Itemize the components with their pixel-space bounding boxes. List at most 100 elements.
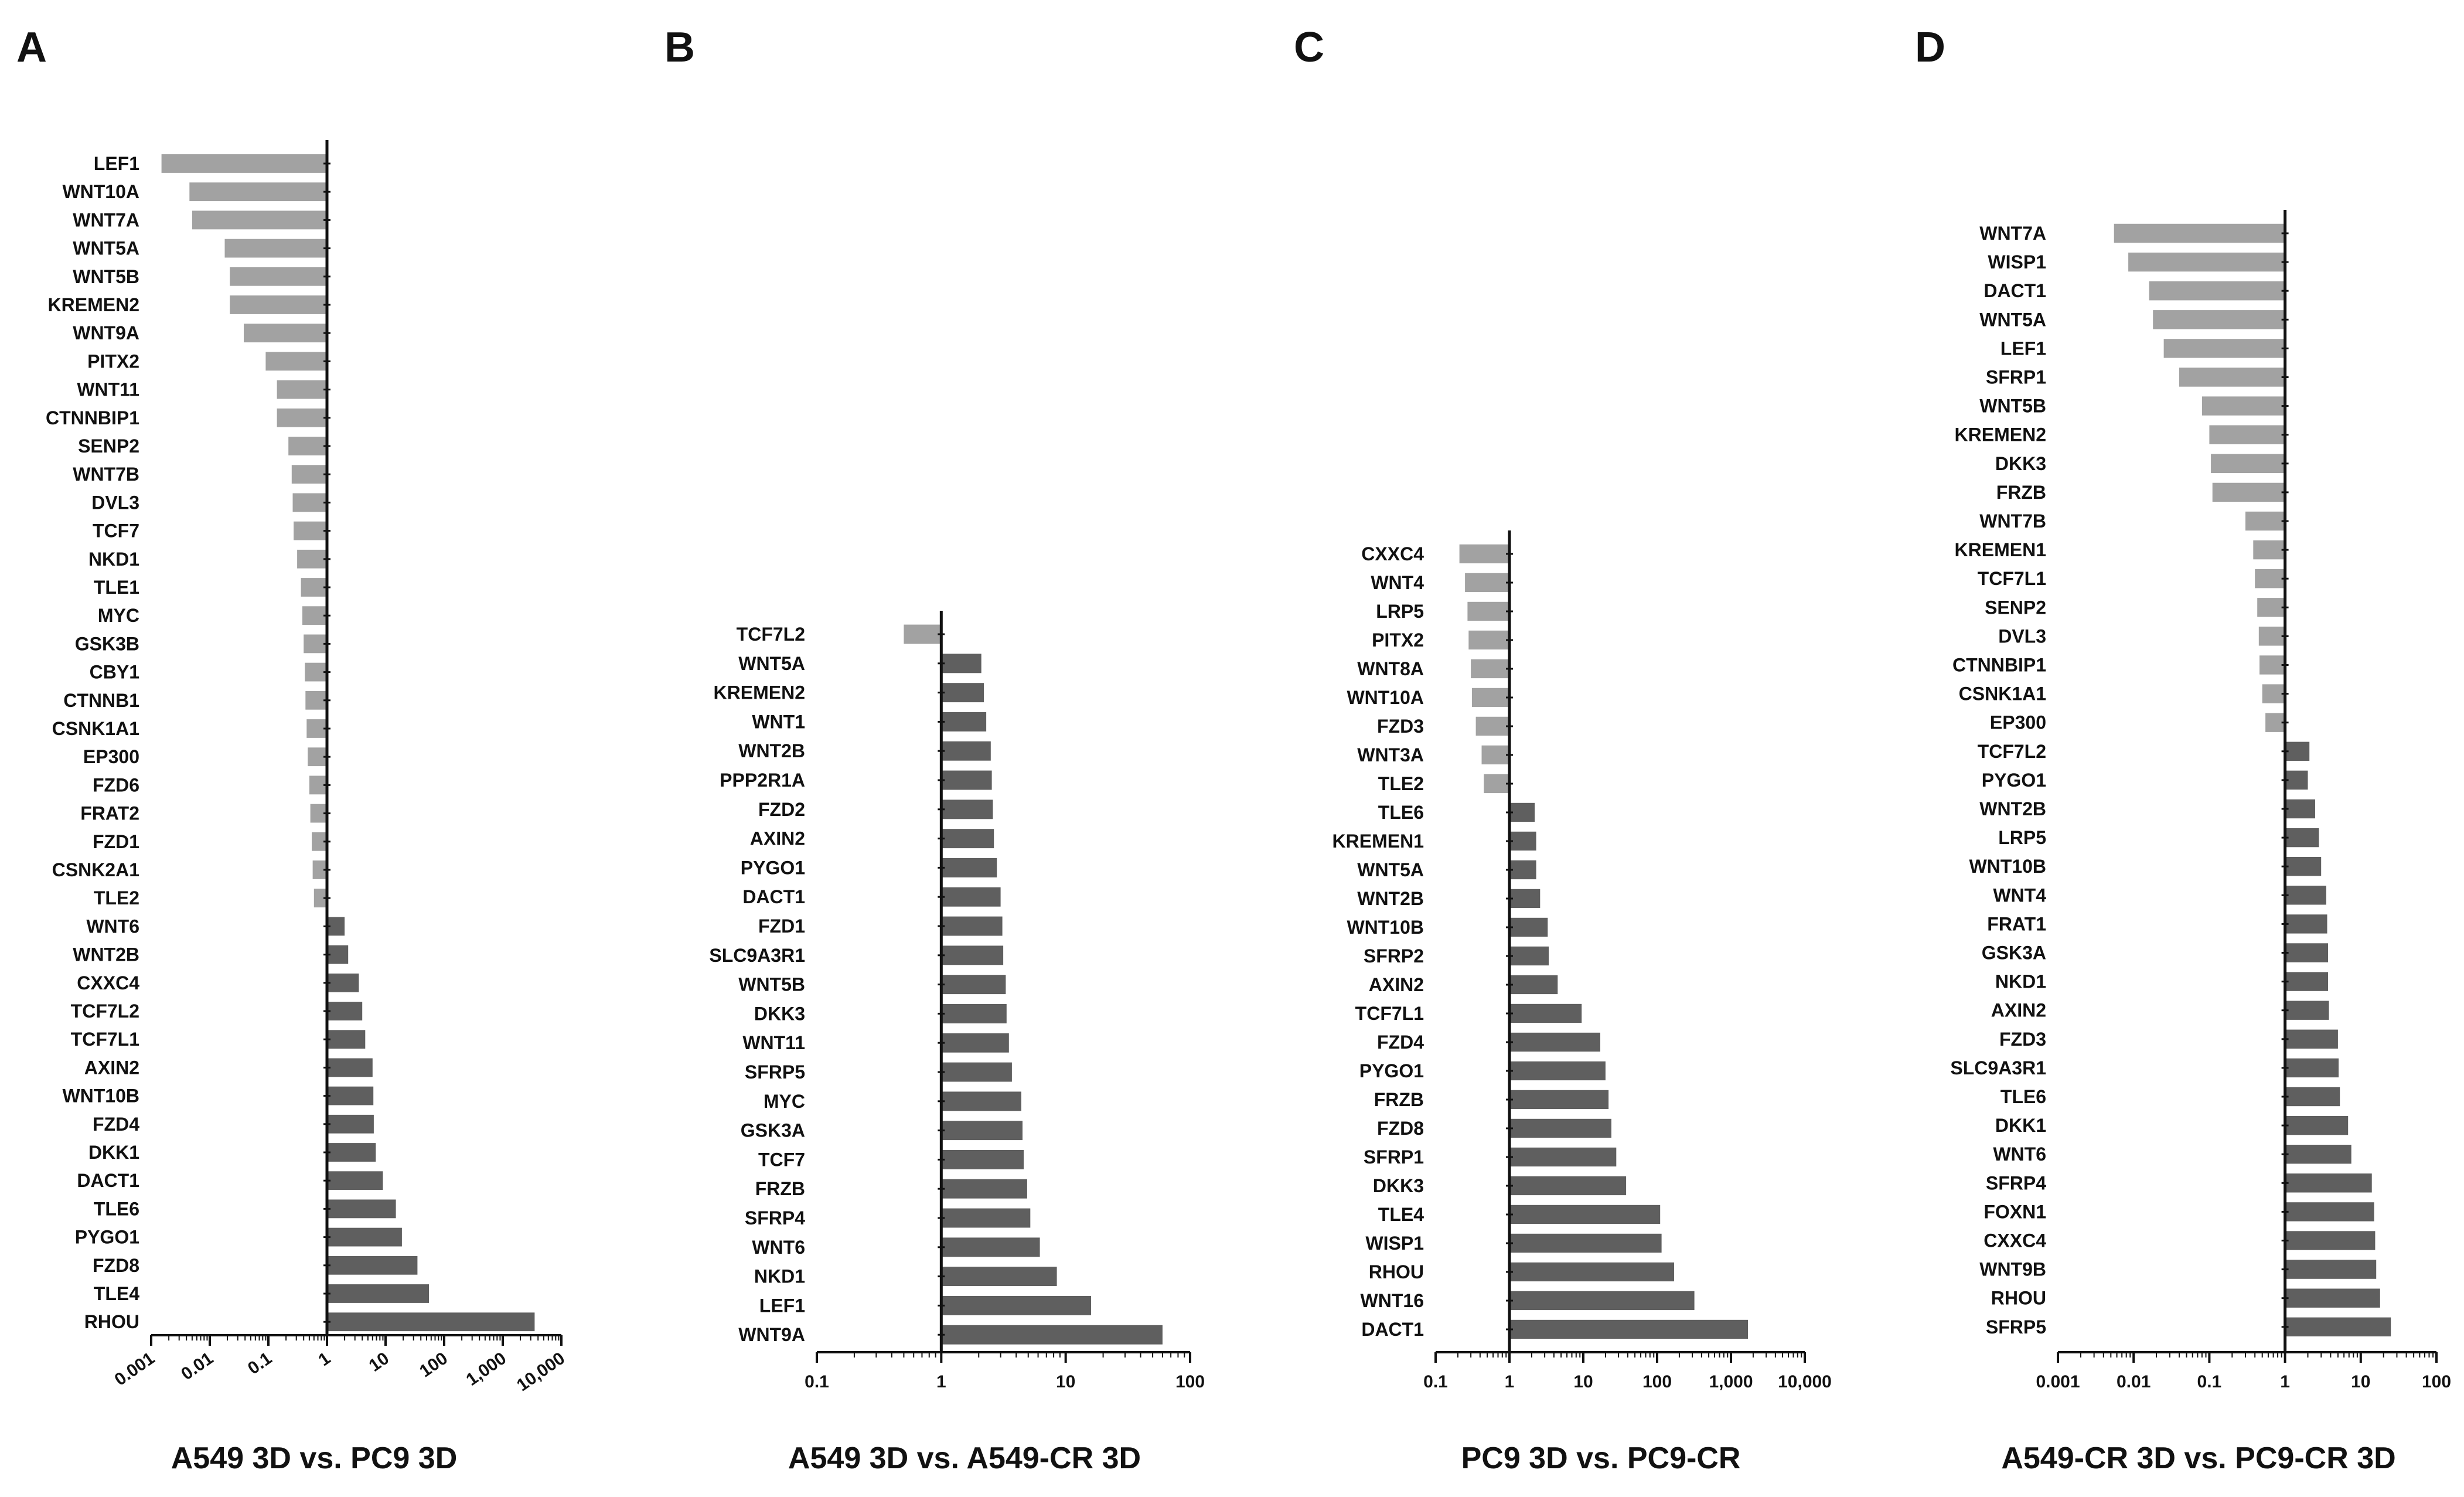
x-tick-label: 0.1: [1423, 1372, 1448, 1391]
bar: [941, 1150, 1024, 1169]
x-tick-label: 10,000: [1778, 1372, 1832, 1391]
category-label: NKD1: [88, 549, 139, 570]
category-label: EP300: [1990, 712, 2046, 733]
bar: [305, 662, 327, 682]
bar: [297, 549, 327, 569]
category-label: WNT2B: [738, 740, 805, 761]
category-label: KREMEN1: [1955, 539, 2046, 560]
bar: [941, 1004, 1007, 1023]
bar: [941, 1325, 1163, 1345]
category-label: LEF1: [94, 153, 139, 174]
bar: [2285, 1231, 2376, 1250]
bar: [327, 973, 359, 992]
category-label: DVL3: [1998, 625, 2046, 647]
category-label: WNT10B: [1969, 856, 2046, 877]
bar: [1509, 1147, 1617, 1167]
bar: [1481, 745, 1509, 765]
category-label: CXXC4: [77, 972, 139, 994]
bar: [2285, 886, 2326, 905]
x-tick-label: 10: [1573, 1372, 1593, 1391]
bar: [2285, 1145, 2351, 1164]
category-label: WNT5A: [1979, 309, 2046, 330]
bar: [244, 324, 327, 343]
x-tick-label: 1: [315, 1349, 334, 1370]
bar: [230, 267, 327, 286]
category-label: PPP2R1A: [720, 770, 805, 791]
category-label: TLE2: [1378, 773, 1424, 794]
category-label: WNT9B: [1979, 1259, 2046, 1280]
bar: [2285, 1260, 2377, 1279]
x-tick-label: 0.1: [2197, 1372, 2222, 1391]
category-label: WNT5B: [1979, 396, 2046, 417]
category-label: NKD1: [754, 1266, 805, 1287]
bar: [1509, 1205, 1661, 1224]
category-label: WNT3A: [1357, 744, 1424, 765]
category-label: FZD3: [1377, 716, 1424, 737]
category-label: SFRP1: [1364, 1146, 1424, 1168]
category-label: FZD8: [1377, 1118, 1424, 1139]
category-label: TLE6: [1378, 802, 1424, 823]
bar: [1509, 889, 1541, 909]
bar: [2163, 339, 2285, 358]
bar: [1465, 573, 1509, 593]
bar: [1509, 1003, 1582, 1023]
category-label: FZD1: [758, 916, 805, 937]
bar: [2153, 310, 2285, 329]
category-label: WNT9A: [738, 1324, 805, 1345]
bar: [1467, 601, 1509, 621]
bar: [941, 887, 1001, 907]
bar: [2209, 425, 2285, 444]
category-label: WISP1: [1365, 1233, 1424, 1254]
bar: [941, 683, 984, 703]
bar: [1509, 831, 1536, 851]
category-label: SENP2: [78, 436, 139, 457]
bar: [1509, 1319, 1748, 1339]
bar: [2285, 1001, 2329, 1020]
category-label: FZD4: [93, 1114, 139, 1135]
category-label: KREMEN1: [1332, 831, 1424, 852]
bar: [2255, 569, 2285, 588]
x-axis-label: A549 3D vs. A549-CR 3D: [788, 1441, 1141, 1475]
bar: [1471, 688, 1509, 707]
category-label: AXIN2: [750, 828, 805, 849]
category-label: WNT11: [77, 379, 139, 400]
bar: [327, 1256, 418, 1275]
category-label: CTNNBIP1: [1952, 655, 2046, 676]
category-label: SLC9A3R1: [709, 945, 805, 966]
bar: [941, 1267, 1057, 1287]
category-label: MYC: [98, 605, 139, 626]
category-label: TLE4: [94, 1283, 139, 1304]
bar: [2285, 1317, 2391, 1336]
bar: [1509, 917, 1548, 937]
category-label: WNT1: [752, 711, 805, 732]
category-label: TCF7: [758, 1149, 805, 1170]
category-label: KREMEN2: [714, 682, 805, 703]
category-label: TCF7L1: [1978, 568, 2046, 589]
category-label: DKK1: [1995, 1115, 2046, 1136]
chart-panel-a: A LEF1 WNT10A WNT7A WNT5A WNT5B KREMEN2 WNT9A PI…: [16, 24, 568, 1475]
category-label: WNT11: [742, 1032, 805, 1053]
category-label: DACT1: [77, 1170, 139, 1191]
category-label: TCF7L2: [71, 1001, 139, 1022]
x-tick-label: 100: [1642, 1372, 1672, 1391]
category-label: NKD1: [1995, 971, 2046, 992]
bar: [941, 1121, 1023, 1141]
bar: [941, 945, 1004, 965]
category-label: WNT4: [1993, 884, 2046, 906]
category-label: TCF7L2: [1978, 741, 2046, 762]
x-tick-label: 1,000: [1709, 1372, 1753, 1391]
bar: [941, 799, 993, 819]
x-tick-label: 100: [2422, 1372, 2451, 1391]
category-label: DVL3: [91, 492, 139, 513]
bar: [941, 741, 991, 761]
category-label: CSNK1A1: [1959, 683, 2046, 705]
category-label: TCF7: [93, 520, 139, 542]
bar: [327, 945, 349, 964]
chart-panel-b: B TCF7L2 WNT5A KREMEN2 WNT1 WNT2B PPP2R1A FZD2 A…: [664, 24, 1205, 1475]
bar: [2285, 1173, 2372, 1193]
category-label: TLE6: [94, 1198, 139, 1219]
bar: [1468, 630, 1509, 650]
category-label: CSNK1A1: [52, 718, 139, 739]
category-label: PITX2: [87, 351, 139, 372]
bar: [305, 690, 327, 710]
